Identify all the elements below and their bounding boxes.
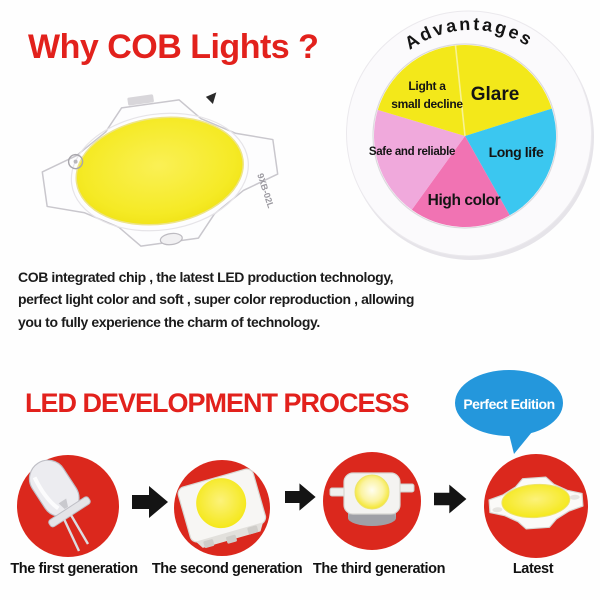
pie-slice-glare bbox=[455, 45, 552, 136]
pie-label-decline-line2: small decline bbox=[391, 97, 463, 111]
arrow-1-icon bbox=[132, 486, 168, 518]
chip-logo-mark bbox=[67, 153, 84, 170]
chip-mark-triangle bbox=[205, 92, 217, 104]
step-label-1: The first generation bbox=[10, 561, 138, 577]
process-section-title: LED DEVELOPMENT PROCESS bbox=[25, 388, 410, 418]
pie-slices bbox=[373, 45, 557, 228]
chip-top-pad bbox=[127, 94, 154, 106]
pie-label-glare: Glare bbox=[471, 84, 520, 105]
bubble-label: Perfect Edition bbox=[463, 396, 554, 412]
step-third-generation bbox=[323, 452, 421, 550]
step-second-generation bbox=[174, 460, 270, 556]
arrow-2-icon bbox=[285, 483, 316, 511]
pie-label-high-color: High color bbox=[428, 192, 501, 209]
chip-mount-hole bbox=[159, 232, 183, 246]
pie-label-safe-reliable: Safe and reliable bbox=[369, 146, 455, 158]
bubble-body bbox=[455, 370, 563, 436]
cob-led-icon bbox=[488, 476, 584, 530]
pie-slice-divider bbox=[454, 45, 466, 137]
led-process-row bbox=[17, 452, 588, 558]
power-led-icon bbox=[329, 472, 415, 526]
pie-slice-safe-and-reliable bbox=[373, 109, 465, 210]
pie-label-long-life: Long life bbox=[489, 144, 544, 160]
description-line-1: COB integrated chip , the latest LED pro… bbox=[18, 269, 394, 285]
step-label-2: The second generation bbox=[151, 561, 303, 577]
smd-led-icon bbox=[177, 468, 267, 548]
pie-inner-edge bbox=[372, 43, 558, 229]
cob-chip-illustration: 9XB-02L bbox=[41, 92, 279, 247]
bubble-tail bbox=[508, 430, 532, 454]
cob-phosphor-area bbox=[75, 116, 244, 226]
step-first-generation bbox=[17, 455, 119, 557]
advantages-pie-chart: Advantages Glare Long life High color Sa… bbox=[346, 10, 594, 260]
pie-label-decline-line1: Light a bbox=[408, 79, 446, 93]
step-latest-generation bbox=[484, 454, 588, 558]
chip-part-number: 9XB-02L bbox=[255, 172, 276, 210]
pie-slice-long-life bbox=[465, 108, 557, 216]
cob-chip-plate: 9XB-02L bbox=[41, 92, 279, 247]
page-title: Why COB Lights ? bbox=[28, 28, 319, 66]
dip-led-icon bbox=[28, 459, 91, 528]
arrow-3-icon bbox=[434, 484, 467, 514]
pie-slice-high-color bbox=[411, 136, 510, 228]
step-label-3: The third generation bbox=[312, 561, 446, 577]
description-line-3: you to fully experience the charm of tec… bbox=[18, 313, 320, 330]
pie-slice-light-a-small-decline bbox=[377, 45, 465, 136]
description-line-2: perfect light color and soft , super col… bbox=[18, 291, 414, 308]
description-paragraph: COB integrated chip , the latest LED pro… bbox=[18, 266, 468, 333]
perfect-edition-bubble: Perfect Edition bbox=[455, 370, 563, 454]
step-label-4: Latest bbox=[512, 561, 554, 577]
